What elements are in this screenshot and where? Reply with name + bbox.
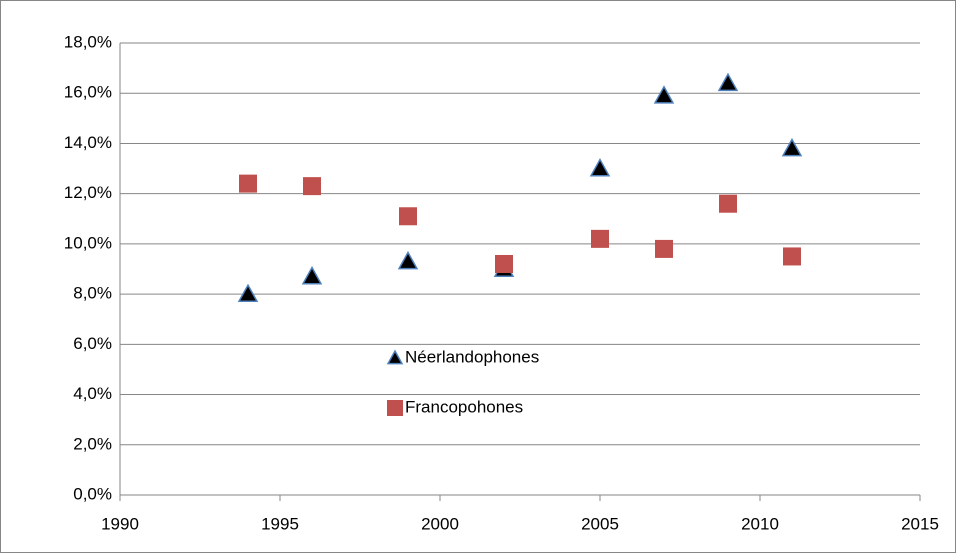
legend-marker	[386, 349, 404, 365]
point	[301, 265, 323, 285]
x-tick-label: 2000	[421, 514, 459, 533]
point	[303, 177, 321, 196]
point	[397, 250, 419, 270]
y-tick-label: 12,0%	[64, 183, 112, 202]
point	[399, 207, 417, 226]
y-tick-label: 16,0%	[64, 83, 112, 102]
x-tick-label: 1990	[101, 514, 139, 533]
y-tick-label: 2,0%	[73, 434, 112, 453]
x-tick-label: 2015	[901, 514, 939, 533]
point	[719, 194, 737, 213]
y-tick-label: 4,0%	[73, 384, 112, 403]
point	[655, 239, 673, 258]
point	[781, 137, 803, 157]
x-tick-label: 2005	[581, 514, 619, 533]
point	[589, 158, 611, 177]
point	[591, 229, 609, 248]
point	[717, 72, 739, 92]
point	[495, 254, 513, 273]
legend-label: Francopohones	[405, 397, 523, 416]
legend-label: Néerlandophones	[405, 347, 539, 366]
x-tick-label: 1995	[261, 514, 299, 533]
point	[239, 174, 257, 193]
x-tick-label: 2010	[741, 514, 779, 533]
y-tick-label: 8,0%	[73, 284, 112, 303]
point	[237, 283, 259, 303]
legend-marker	[387, 400, 403, 416]
point	[653, 85, 675, 104]
y-tick-label: 14,0%	[64, 133, 112, 152]
y-tick-label: 10,0%	[64, 233, 112, 252]
point	[783, 247, 801, 266]
y-tick-label: 6,0%	[73, 334, 112, 353]
y-tick-label: 0,0%	[73, 484, 112, 503]
y-tick-label: 18,0%	[64, 32, 112, 51]
